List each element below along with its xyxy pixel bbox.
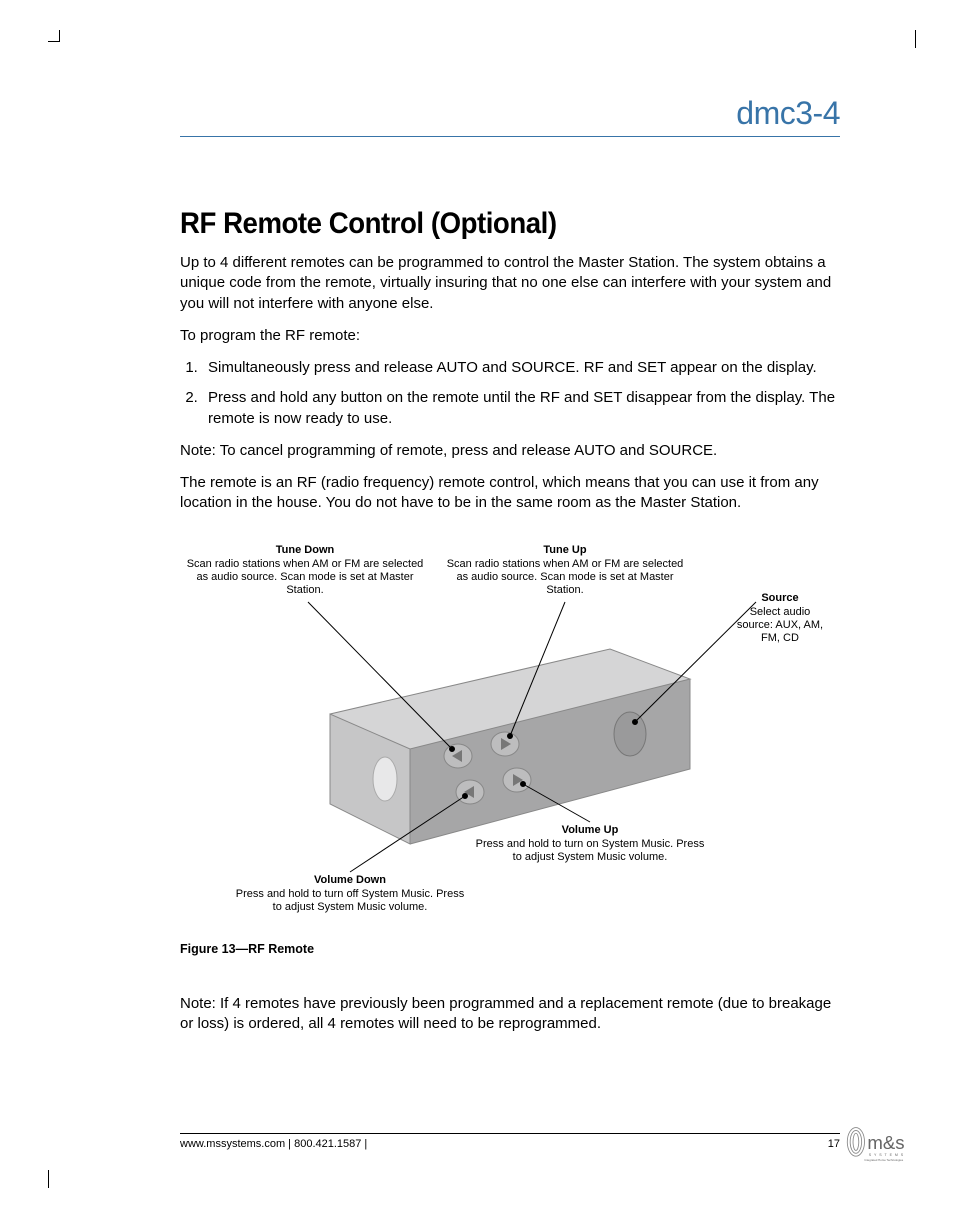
intro-paragraph: Up to 4 different remotes can be program… <box>180 253 840 314</box>
callout-title: Source <box>735 592 825 605</box>
callout-tune-up: Tune Up Scan radio stations when AM or F… <box>440 544 690 598</box>
footer-contact: www.mssystems.com | 800.421.1587 | <box>180 1138 367 1150</box>
rf-description: The remote is an RF (radio frequency) re… <box>180 473 840 514</box>
note-cancel: Note: To cancel programming of remote, p… <box>180 441 840 461</box>
page-footer: www.mssystems.com | 800.421.1587 | 17 <box>180 1133 840 1150</box>
crop-mark <box>48 1170 49 1188</box>
callout-desc: Select audio source: AUX, AM, FM, CD <box>737 606 823 644</box>
ms-systems-logo: m&s SYSTEMS Integrated Home Technologies <box>843 1124 929 1164</box>
tune-up-button <box>491 732 519 756</box>
crop-mark <box>48 30 60 42</box>
callout-source: Source Select audio source: AUX, AM, FM,… <box>735 592 825 646</box>
callout-title: Tune Up <box>440 544 690 557</box>
crop-mark <box>915 30 916 48</box>
page-header: dmc3-4 <box>180 95 840 137</box>
callout-title: Tune Down <box>180 544 430 557</box>
logo-tagline: Integrated Home Technologies <box>865 1158 904 1162</box>
tune-down-button <box>444 744 472 768</box>
list-item: Press and hold any button on the remote … <box>202 388 840 429</box>
page-content: dmc3-4 RF Remote Control (Optional) Up t… <box>180 95 840 1046</box>
remote-diagram: Tune Down Scan radio stations when AM or… <box>180 544 840 934</box>
callout-desc: Scan radio stations when AM or FM are se… <box>447 558 684 596</box>
callout-tune-down: Tune Down Scan radio stations when AM or… <box>180 544 430 598</box>
step-list: Simultaneously press and release AUTO an… <box>180 358 840 429</box>
remote-illustration <box>310 634 710 884</box>
logo-subtext: SYSTEMS <box>869 1153 906 1157</box>
led-indicator <box>373 757 397 801</box>
logo-text: m&s <box>867 1132 904 1153</box>
callout-desc: Scan radio stations when AM or FM are se… <box>187 558 424 596</box>
figure-caption: Figure 13—RF Remote <box>180 942 840 956</box>
section-title: RF Remote Control (Optional) <box>180 207 787 241</box>
source-button <box>614 712 646 756</box>
list-item: Simultaneously press and release AUTO an… <box>202 358 840 378</box>
page-number: 17 <box>828 1138 840 1150</box>
volume-down-button <box>456 780 484 804</box>
program-intro: To program the RF remote: <box>180 326 840 346</box>
note-reprogram: Note: If 4 remotes have previously been … <box>180 994 840 1035</box>
volume-up-button <box>503 768 531 792</box>
callout-desc: Press and hold to turn off System Music.… <box>236 888 464 913</box>
